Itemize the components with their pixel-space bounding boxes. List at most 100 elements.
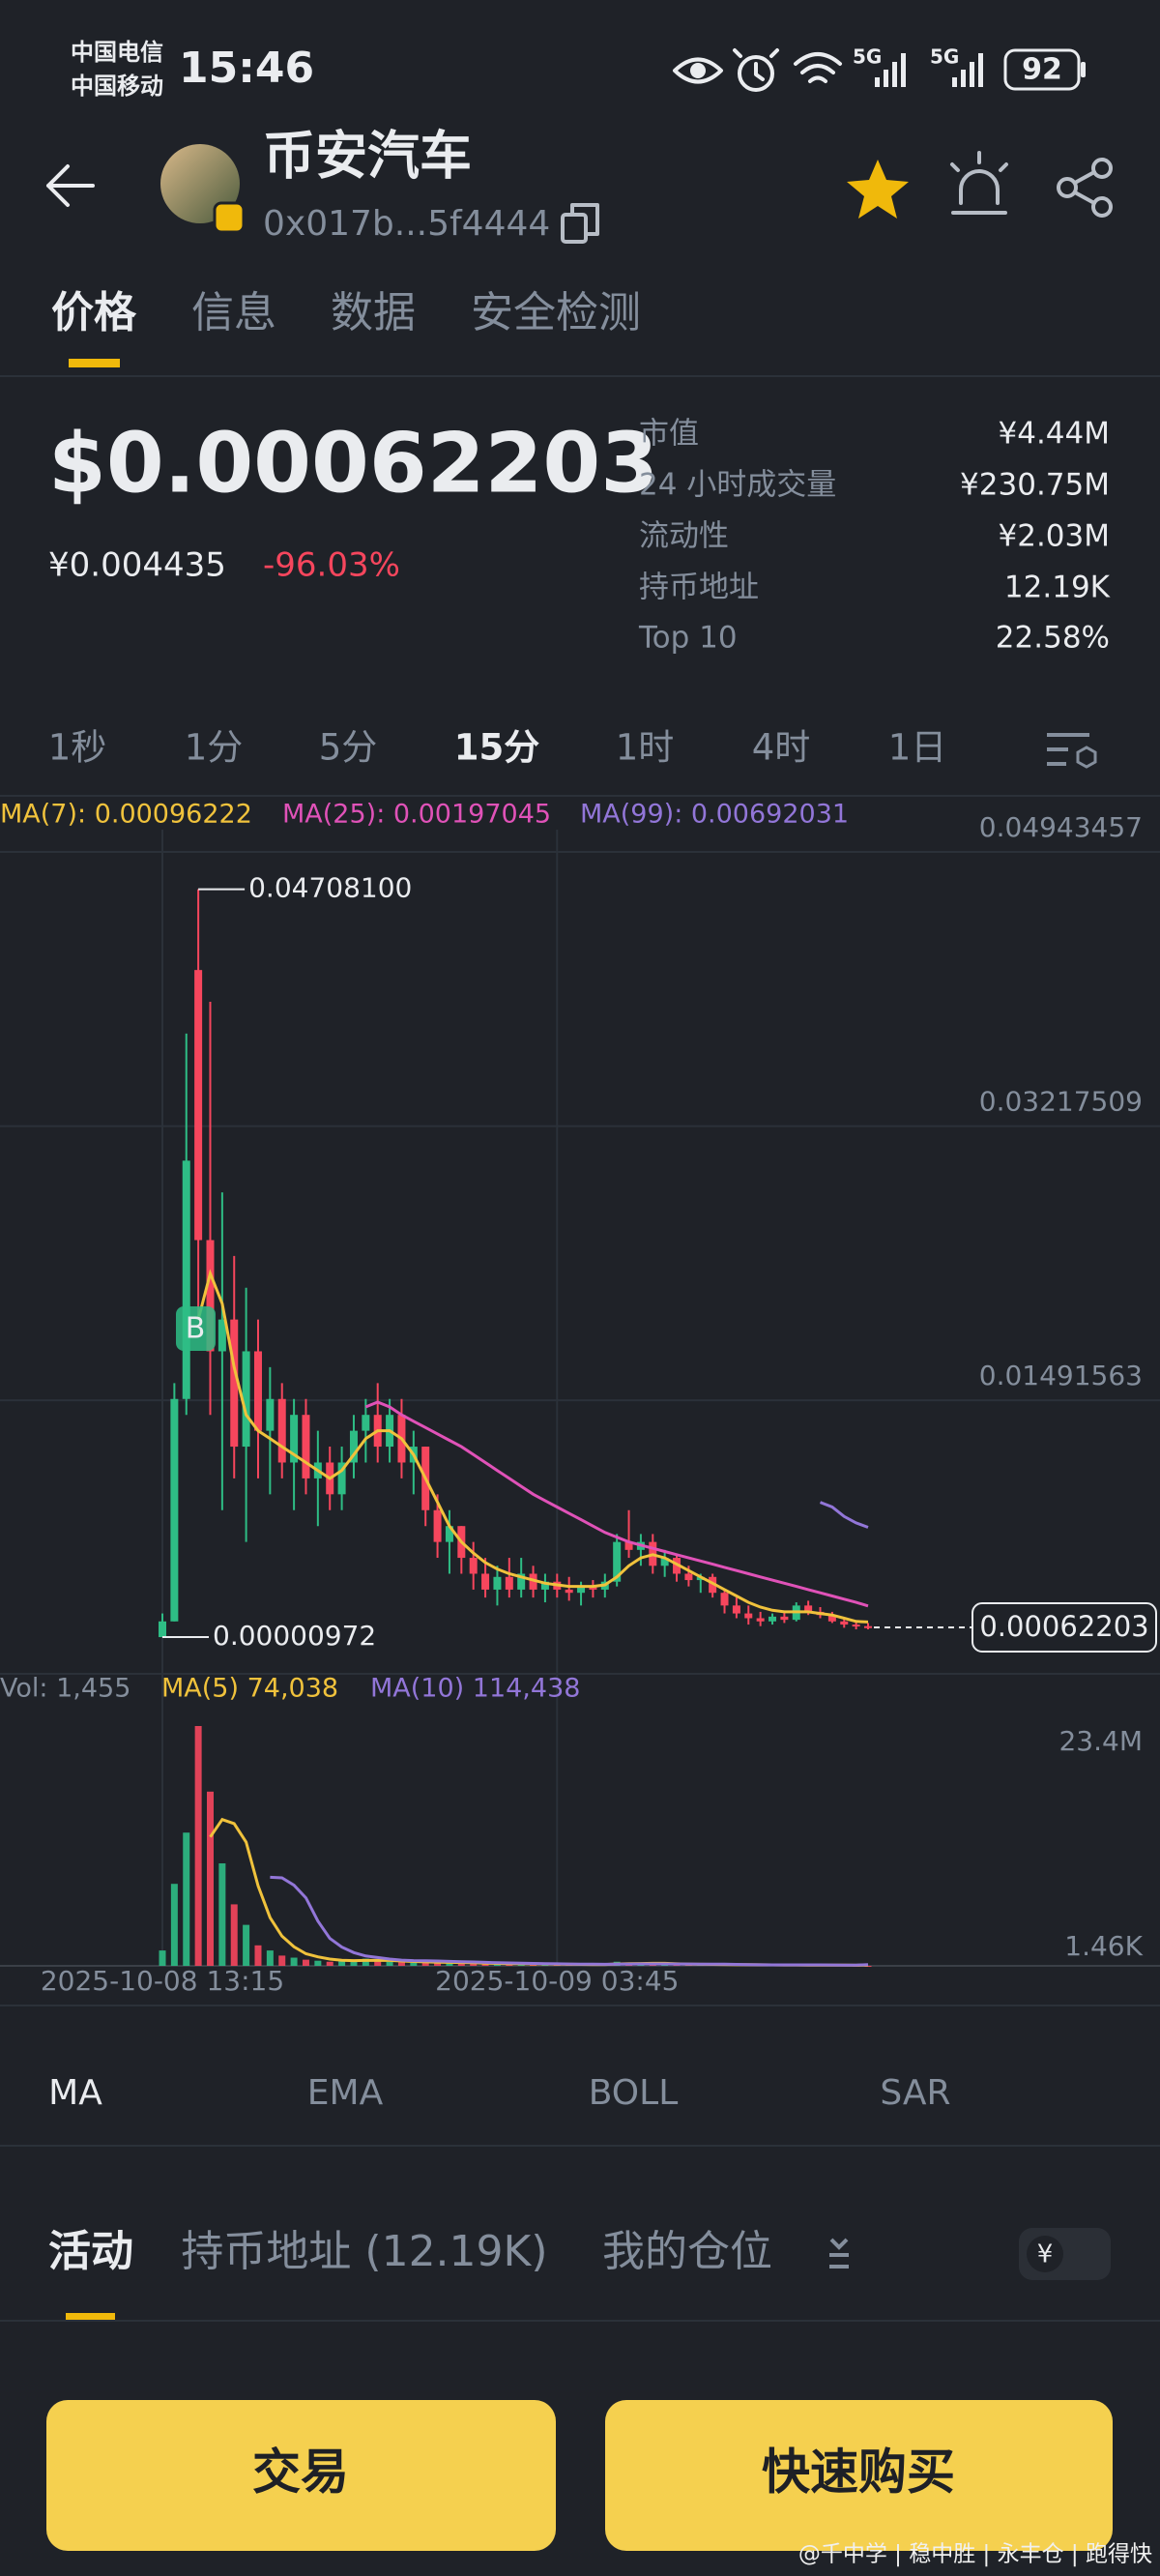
candle-body <box>445 1526 453 1542</box>
interval[interactable]: 1时 <box>616 727 675 769</box>
candle-body <box>565 1589 573 1594</box>
interval-active[interactable]: 15分 <box>454 727 540 769</box>
favorite-button[interactable] <box>847 160 909 219</box>
interval[interactable]: 1分 <box>185 727 244 769</box>
volume-bar <box>434 1962 442 1966</box>
candle-body <box>337 1462 346 1495</box>
volume-ma-legend: MA(5) 74,038 <box>161 1674 338 1704</box>
volume-bar <box>266 1950 274 1966</box>
candle-body <box>159 1621 166 1638</box>
low-label: 0.00000972 <box>213 1620 376 1652</box>
high-label: 0.04708100 <box>248 872 412 904</box>
candle-body <box>349 1430 358 1463</box>
volume-bar <box>386 1961 393 1966</box>
volume-bar <box>350 1959 358 1966</box>
section-tab[interactable]: 持币地址 (12.19K) <box>181 2227 547 2276</box>
x-tick-label: 2025-10-09 03:45 <box>435 1965 679 1997</box>
candle-body <box>540 1581 549 1590</box>
quick-buy-button-label: 快速购买 <box>762 2444 955 2501</box>
ma-legend: MA(99): 0.00692031 <box>580 800 849 830</box>
volume-bar <box>243 1924 250 1966</box>
volume-bar <box>410 1962 418 1966</box>
interval[interactable]: 5分 <box>319 727 378 769</box>
stat-value: ¥4.44M <box>999 417 1111 452</box>
candle-body <box>182 1160 190 1399</box>
candle-body <box>709 1576 717 1594</box>
tab[interactable]: 安全检测 <box>471 288 641 337</box>
price-change: -96.03% <box>263 546 400 585</box>
stat-value: 12.19K <box>1004 571 1111 605</box>
section-tab[interactable]: 我的仓位 <box>602 2227 772 2276</box>
filter-icon[interactable] <box>829 2238 849 2269</box>
volume-bar <box>314 1960 322 1966</box>
candle-body <box>732 1605 740 1614</box>
candle-body <box>804 1605 813 1612</box>
section-tab-indicator <box>66 2313 115 2321</box>
interval[interactable]: 4时 <box>752 727 811 769</box>
indicator[interactable]: EMA <box>307 2073 384 2113</box>
candle-body <box>517 1573 526 1590</box>
candle-body <box>624 1541 633 1550</box>
section-tab-active[interactable]: 活动 <box>48 2227 133 2276</box>
candle-body <box>253 1351 262 1431</box>
status-icons: 5G 5G <box>673 45 1086 92</box>
share-button[interactable] <box>1057 158 1113 218</box>
indicator[interactable]: BOLL <box>589 2073 679 2113</box>
buy-marker <box>176 1306 216 1351</box>
volume-ma-line <box>270 1875 869 1967</box>
volume-bar <box>362 1958 369 1966</box>
last-price-box <box>972 1601 1157 1653</box>
trade-button[interactable] <box>46 2400 556 2551</box>
carrier: 中国移动 <box>71 73 163 100</box>
candle-body <box>505 1576 513 1590</box>
y-tick-label: 0.01491563 <box>979 1360 1143 1391</box>
quick-buy-button[interactable] <box>605 2400 1113 2551</box>
carrier: 中国电信 <box>71 39 163 66</box>
indicator[interactable]: SAR <box>880 2073 950 2113</box>
battery-level: 92 <box>1022 53 1062 87</box>
indicator-active[interactable]: MA <box>48 2073 102 2113</box>
volume-bar <box>183 1832 190 1966</box>
candle-body <box>290 1415 299 1463</box>
volume-ma-legend: MA(10) 114,438 <box>370 1674 580 1704</box>
y-tick-label: 0.03217509 <box>979 1086 1143 1118</box>
interval[interactable]: 1秒 <box>48 727 107 769</box>
alert-button[interactable] <box>950 151 1008 215</box>
tab-indicator <box>69 359 120 367</box>
price-usd: $0.00062203 <box>48 415 658 512</box>
chart-settings[interactable] <box>1047 733 1097 769</box>
chain-badge <box>213 201 246 234</box>
candle-body <box>206 1240 215 1352</box>
copy-button[interactable] <box>561 203 599 244</box>
volume-bar <box>206 1791 214 1966</box>
svg-text:5G: 5G <box>930 45 959 69</box>
candle-body <box>660 1558 669 1566</box>
tab[interactable]: 信息 <box>191 288 276 337</box>
candle-body <box>852 1625 860 1627</box>
volume-bar <box>159 1950 166 1966</box>
clock: 15:46 <box>179 44 314 93</box>
candle-body <box>218 1319 226 1352</box>
volume-bar <box>218 1863 226 1966</box>
candle-body <box>744 1613 753 1619</box>
tab-active[interactable]: 价格 <box>51 288 137 337</box>
stat-label: 24 小时成交量 <box>639 468 836 503</box>
tab[interactable]: 数据 <box>331 288 416 337</box>
buy-marker-label: B <box>186 1312 206 1346</box>
volume-bar <box>470 1963 478 1966</box>
stat-value: 22.58% <box>996 621 1110 656</box>
volume-bar <box>338 1961 346 1966</box>
stat-label: Top 10 <box>638 621 738 656</box>
candle-body <box>277 1398 286 1463</box>
volume-bar <box>254 1945 262 1966</box>
candle-body <box>577 1586 586 1594</box>
volume-bar <box>446 1962 453 1966</box>
volume-bar <box>278 1955 286 1966</box>
candle-body <box>170 1398 179 1622</box>
back-button[interactable] <box>46 164 95 207</box>
interval[interactable]: 1日 <box>888 727 947 769</box>
y-tick-label: 1.46K <box>1064 1930 1143 1962</box>
volume-bar <box>326 1961 334 1966</box>
ma-line <box>364 1400 869 1608</box>
